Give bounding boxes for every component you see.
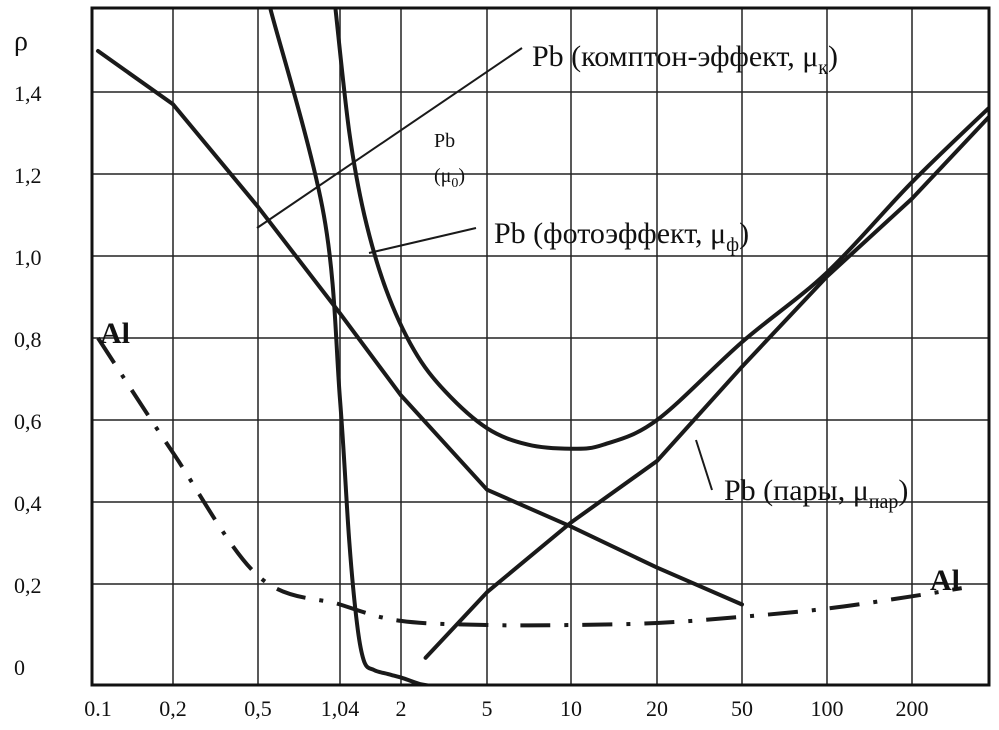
photo-leader-line xyxy=(368,227,477,254)
x-tick-label: 50 xyxy=(731,696,753,721)
y-tick-label: 0,2 xyxy=(14,573,42,598)
series-pair-line xyxy=(423,113,989,660)
pair-label: Pb (пары, μпар) xyxy=(724,474,908,513)
y-tick-label: 0,4 xyxy=(14,491,42,516)
photo-label: Pb (фотоэффект, μф) xyxy=(494,217,749,256)
x-tick-label: 1,04 xyxy=(321,696,360,721)
al-label-right: Al xyxy=(930,564,960,597)
plot-frame xyxy=(90,6,991,687)
x-tick-label: 2 xyxy=(396,696,407,721)
al-label-left: Al xyxy=(100,317,130,350)
y-tick-label: 1,4 xyxy=(14,81,42,106)
series-mu0-line xyxy=(333,8,989,451)
y-tick-label: 0,8 xyxy=(14,327,42,352)
x-tick-label: 0,2 xyxy=(159,696,187,721)
x-tick-label: 10 xyxy=(560,696,582,721)
compton-label: Pb (комптон-эффект, μк) xyxy=(532,40,838,79)
curves xyxy=(96,8,989,685)
compton-leader-line xyxy=(256,47,523,229)
x-tick-label: 0,5 xyxy=(244,696,272,721)
y-axis-label: ρ xyxy=(14,26,28,57)
x-tick-label: 200 xyxy=(896,696,929,721)
pair-leader-line xyxy=(695,439,713,491)
y-tick-label: 0,6 xyxy=(14,409,42,434)
x-tick-label: 0.1 xyxy=(84,696,112,721)
x-tick-label: 5 xyxy=(482,696,493,721)
y-tick-label: 1,0 xyxy=(14,245,42,270)
grid xyxy=(92,8,989,685)
mu0-label-bottom: (μ0) xyxy=(434,165,465,191)
series-compton-line xyxy=(96,49,744,607)
x-tick-label: 20 xyxy=(646,696,668,721)
tick-labels: 0.1 0,2 0,5 1,04 2 5 10 20 50 100 200 0 0,2 0,4 0,6 0,8… xyxy=(14,81,929,721)
mu0-label-top: Pb xyxy=(434,130,455,152)
y-tick-label: 0 xyxy=(14,655,25,680)
x-tick-label: 100 xyxy=(811,696,844,721)
y-tick-label: 1,2 xyxy=(14,163,42,188)
